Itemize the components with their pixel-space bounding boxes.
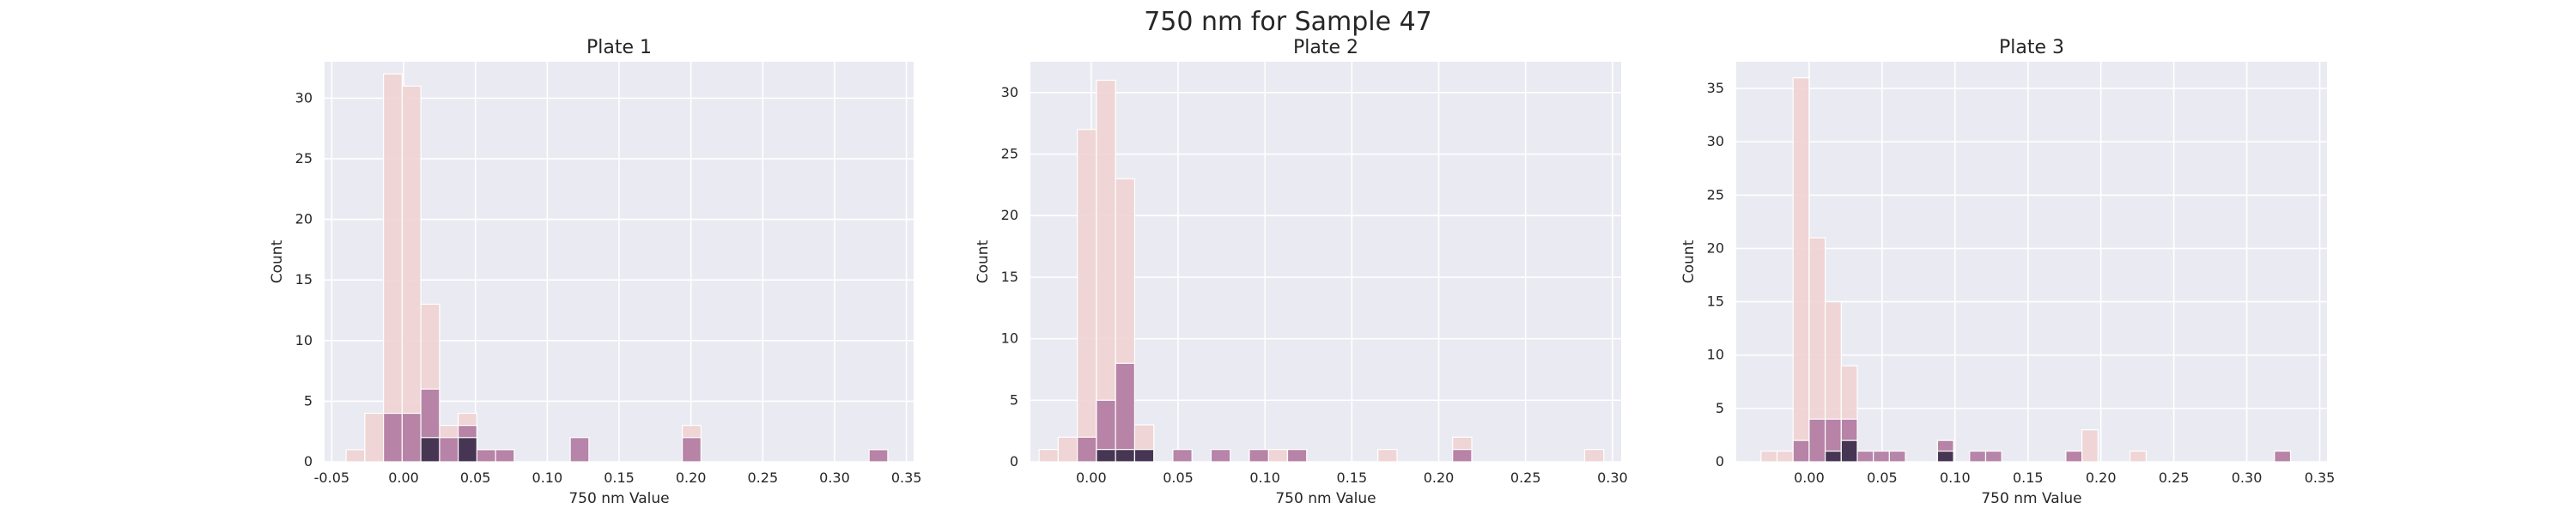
- histogram-bar-mid: [569, 437, 590, 463]
- histogram-bar-mid: [1856, 450, 1874, 463]
- y-axis-label: Count: [1680, 239, 1698, 283]
- histogram-bar-dark: [420, 437, 440, 463]
- histogram-bar-light: [1377, 449, 1398, 463]
- histogram-bar-dark: [1936, 450, 1954, 463]
- x-tick-label: 0.20: [2086, 470, 2117, 486]
- histogram-bar-mid: [1984, 450, 2002, 463]
- y-axis-label: Count: [269, 239, 286, 283]
- y-tick-label: 20: [295, 211, 313, 227]
- histogram-bar-dark: [458, 437, 477, 463]
- y-tick-label: 25: [1001, 146, 1018, 162]
- x-tick-label: 0.25: [1510, 470, 1541, 486]
- panel-title: Plate 2: [1293, 37, 1358, 58]
- histogram-bar-dark: [1840, 439, 1858, 463]
- y-tick-label: 20: [1707, 239, 1724, 256]
- y-tick-label: 20: [1001, 207, 1018, 223]
- x-tick-label: 0.30: [1597, 470, 1628, 486]
- histogram-bar-mid: [1873, 450, 1890, 463]
- y-tick-label: 0: [1010, 453, 1018, 470]
- y-tick-label: 10: [1001, 330, 1018, 347]
- x-tick-label: 0.00: [388, 470, 419, 486]
- x-tick-label: 0.35: [891, 470, 922, 486]
- histogram-bar-mid: [2065, 450, 2083, 463]
- histogram-bar-light: [2081, 429, 2099, 463]
- x-tick-label: 0.05: [460, 470, 491, 486]
- histogram-bar-dark: [1825, 450, 1842, 463]
- y-tick-label: 0: [1716, 453, 1724, 470]
- y-tick-label: 5: [304, 392, 313, 409]
- x-tick-label: 0.20: [1424, 470, 1455, 486]
- x-tick-label: 0.20: [676, 470, 707, 486]
- histogram-bar-mid: [1249, 449, 1269, 463]
- x-tick-label: 0.25: [2159, 470, 2190, 486]
- histogram-bar-mid: [682, 437, 702, 463]
- x-tick-label: 0.25: [748, 470, 779, 486]
- x-tick-label: 0.30: [2232, 470, 2263, 486]
- y-tick-label: 10: [1707, 347, 1724, 363]
- histogram-bar-mid: [1452, 449, 1473, 463]
- y-tick-label: 0: [304, 453, 313, 470]
- y-tick-label: 15: [1001, 269, 1018, 285]
- x-tick-label: 0.15: [2013, 470, 2044, 486]
- panel-title: Plate 1: [586, 37, 652, 58]
- x-tick-label: 0.10: [1940, 470, 1971, 486]
- histogram-bar-mid: [1792, 439, 1810, 463]
- x-tick-label: 0.00: [1794, 470, 1825, 486]
- histogram-bar-mid: [1808, 418, 1826, 463]
- histogram-bar-mid: [1172, 449, 1193, 463]
- histogram-bar-mid: [1210, 449, 1231, 463]
- y-tick-label: 30: [1001, 84, 1018, 100]
- x-tick-label: 0.15: [604, 470, 635, 486]
- histogram-bar-mid: [868, 449, 889, 463]
- x-tick-label: 0.10: [1249, 470, 1280, 486]
- x-axis-label: 750 nm Value: [568, 490, 669, 507]
- histogram-bar-mid: [1286, 449, 1308, 463]
- y-tick-label: 25: [1707, 186, 1724, 203]
- y-tick-label: 35: [1707, 80, 1724, 96]
- y-tick-label: 15: [295, 271, 313, 288]
- histogram-bar-light: [1776, 450, 1794, 463]
- x-tick-label: 0.10: [532, 470, 563, 486]
- y-tick-label: 15: [1707, 294, 1724, 310]
- histogram-bar-mid: [495, 449, 515, 463]
- y-tick-label: 25: [295, 150, 313, 167]
- histogram-bar-mid: [2274, 450, 2292, 463]
- y-tick-label: 30: [295, 89, 313, 106]
- histogram-bar-light: [2129, 450, 2147, 463]
- x-axis-label: 750 nm Value: [1275, 490, 1376, 507]
- y-tick-label: 30: [1707, 133, 1724, 149]
- x-tick-label: 0.00: [1076, 470, 1107, 486]
- histogram-bar-light: [1760, 450, 1778, 463]
- x-tick-label: 0.05: [1163, 470, 1194, 486]
- y-tick-label: 5: [1716, 400, 1724, 416]
- y-axis-label: Count: [975, 239, 992, 283]
- histogram-bar-light: [1583, 449, 1605, 463]
- x-tick-label: 0.30: [819, 470, 850, 486]
- y-tick-label: 5: [1010, 391, 1018, 408]
- y-tick-label: 10: [295, 332, 313, 348]
- x-tick-label: -0.05: [314, 470, 349, 486]
- histogram-bar-mid: [1888, 450, 1906, 463]
- x-tick-label: 0.05: [1867, 470, 1898, 486]
- x-tick-label: 0.15: [1337, 470, 1368, 486]
- histogram-bar-dark: [1133, 449, 1155, 463]
- x-axis-label: 750 nm Value: [1981, 490, 2081, 507]
- histogram-bar-light: [1792, 77, 1810, 463]
- histogram-bar-mid: [1969, 450, 1987, 463]
- x-tick-label: 0.35: [2305, 470, 2336, 486]
- panel-title: Plate 3: [1999, 37, 2064, 58]
- figure-title: 750 nm for Sample 47: [1144, 7, 1432, 37]
